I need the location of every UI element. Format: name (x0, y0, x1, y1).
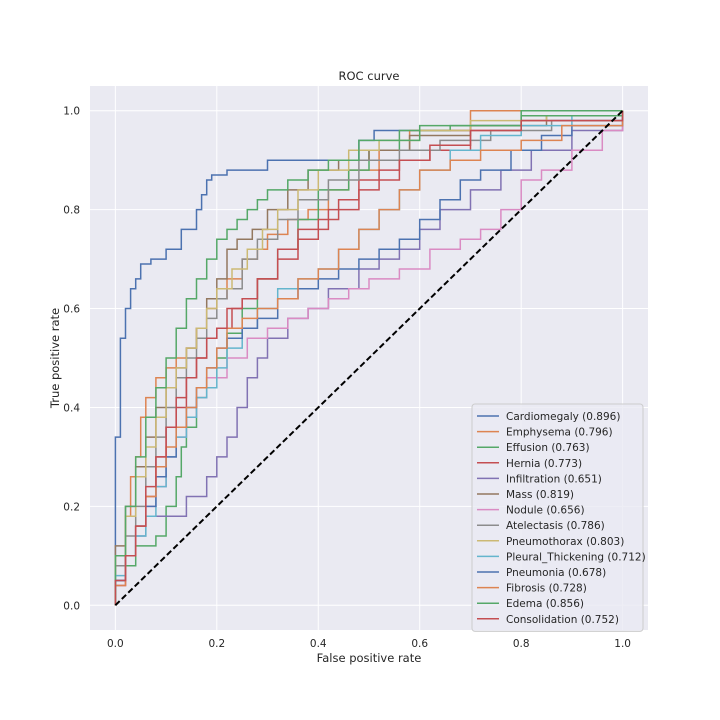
legend-label: Hernia (0.773) (506, 458, 582, 470)
x-axis-title: False positive rate (317, 651, 422, 665)
legend: Cardiomegaly (0.896) Emphysema (0.796) Eff… (471, 403, 646, 632)
legend-label: Consolidation (0.752) (506, 614, 619, 626)
x-tick-label: 0.6 (411, 638, 428, 650)
x-tick-label: 1.0 (614, 638, 631, 650)
legend-label: Nodule (0.656) (506, 505, 585, 517)
y-axis-title: True positive rate (48, 308, 62, 409)
legend-label: Effusion (0.763) (506, 442, 590, 454)
y-tick-label: 0.8 (63, 205, 80, 217)
roc-curve-edema (114, 110, 624, 606)
roc-curve-mass (114, 110, 624, 606)
reference-diagonal-line (114, 110, 624, 606)
legend-label: Emphysema (0.796) (506, 427, 613, 439)
x-tick-label: 0.0 (107, 638, 124, 650)
x-tick-label: 0.8 (513, 638, 530, 650)
roc-curve-cardiomegaly (114, 110, 624, 606)
y-tick-label: 0.0 (63, 600, 80, 612)
legend-label: Mass (0.819) (506, 489, 574, 501)
legend-label: Cardiomegaly (0.896) (506, 411, 620, 423)
legend-label: Pneumonia (0.678) (506, 567, 606, 579)
y-tick-label: 0.6 (63, 304, 80, 316)
y-tick-label: 1.0 (63, 106, 80, 118)
legend-box (471, 403, 644, 632)
x-tick-label: 0.2 (208, 638, 225, 650)
x-tick-label: 0.4 (310, 638, 327, 650)
roc-curve-atelectasis (114, 110, 624, 606)
y-tick-label: 0.4 (63, 402, 80, 414)
chart-title: ROC curve (339, 69, 400, 83)
legend-label: Pneumothorax (0.803) (506, 536, 624, 548)
y-tick-label: 0.2 (63, 501, 80, 513)
legend-label: Atelectasis (0.786) (506, 520, 605, 532)
roc-curve-consolidation (114, 110, 624, 606)
roc-curve-infiltration (114, 110, 624, 606)
legend-label: Infiltration (0.651) (506, 473, 602, 485)
axis-ticks: 0.0 0.2 0.4 0.6 0.8 1.0 0.0 0.2 0.4 0.6 0.8 1.0 (63, 106, 631, 650)
legend-label: Pleural_Thickening (0.712) (506, 551, 646, 563)
legend-label: Fibrosis (0.728) (506, 583, 587, 595)
roc-curves (114, 109, 624, 606)
legend-label: Edema (0.856) (506, 598, 584, 610)
